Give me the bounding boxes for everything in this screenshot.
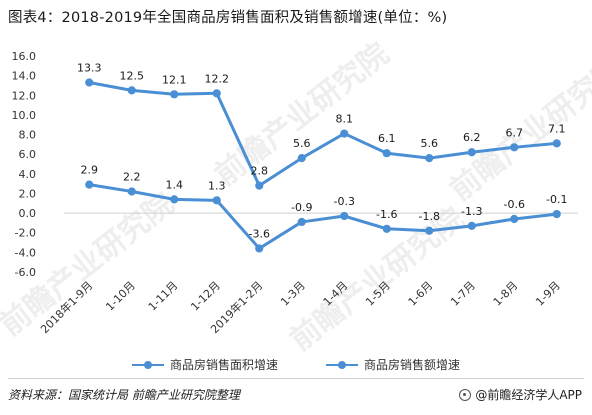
- footer-divider: [8, 378, 584, 379]
- data-label: 2.9: [81, 164, 99, 177]
- brand-logo-icon: [459, 388, 472, 401]
- y-tick-label: 12.0: [12, 89, 37, 102]
- x-tick-label: 1-8月: [491, 279, 521, 309]
- line-chart: 16.0 14.0 12.0 10.0 8.0 6.0 4.0 2.0 0.0 -2.0 -4.0 -…: [12, 50, 578, 336]
- data-point: [425, 154, 434, 163]
- data-point: [510, 214, 519, 224]
- data-label: 1.3: [208, 179, 226, 192]
- data-label: -3.6: [249, 227, 270, 240]
- brand-label: @前瞻经济学人APP: [475, 388, 582, 402]
- data-point: [510, 143, 519, 152]
- legend-item-sales: 商品房销售额增速: [326, 356, 460, 373]
- data-point: [85, 180, 94, 189]
- legend: 商品房销售面积增速 商品房销售额增速: [0, 356, 592, 373]
- data-point: [382, 149, 391, 158]
- data-point: [382, 224, 391, 233]
- brand-credit: @前瞻经济学人APP: [459, 386, 582, 403]
- y-tick-label: -4.0: [15, 246, 36, 259]
- data-label: 12.1: [162, 73, 187, 86]
- data-point: [170, 195, 179, 204]
- data-point: [127, 86, 136, 95]
- data-label: -0.6: [504, 198, 525, 211]
- source-note: 资料来源：国家统计局 前瞻产业研究院整理: [8, 388, 240, 402]
- data-point: [297, 217, 306, 227]
- data-point: [340, 211, 349, 221]
- x-tick-label: 1-6月: [406, 279, 436, 309]
- y-tick-label: 2.0: [19, 187, 37, 200]
- legend-label-area: 商品房销售面积增速: [169, 358, 278, 372]
- data-label: 12.5: [120, 69, 145, 82]
- data-point: [552, 209, 561, 219]
- data-label: -1.6: [376, 208, 397, 221]
- y-tick-label: 4.0: [19, 168, 37, 181]
- legend-swatch-icon: [326, 360, 358, 369]
- data-label: 6.1: [378, 132, 396, 145]
- x-tick-label: 1-5月: [363, 279, 393, 309]
- data-label: 13.3: [77, 62, 102, 75]
- legend-swatch-icon: [131, 360, 164, 369]
- data-point: [425, 226, 434, 235]
- data-label: -0.3: [334, 195, 355, 208]
- x-tick-label: 1-11月: [146, 279, 181, 314]
- data-label: 5.6: [421, 137, 439, 150]
- data-label: 8.1: [336, 113, 354, 126]
- data-label: -1.3: [461, 205, 482, 218]
- data-label: 7.1: [548, 122, 566, 135]
- data-point: [212, 196, 221, 205]
- data-label: 12.2: [205, 72, 230, 85]
- data-point: [255, 244, 264, 253]
- x-tick-label: 1-12月: [188, 279, 223, 314]
- data-label: 1.4: [166, 178, 184, 191]
- x-tick-label: 1-3月: [278, 279, 308, 309]
- data-point: [467, 221, 476, 230]
- chart-title: 图表4：2018-2019年全国商品房销售面积及销售额增速(单位：%): [8, 10, 448, 26]
- y-tick-label: 10.0: [12, 109, 37, 122]
- data-point: [552, 139, 561, 148]
- data-point: [340, 129, 349, 138]
- data-point: [127, 187, 136, 196]
- series-line-1: [88, 81, 557, 188]
- x-tick-label: 1-9月: [533, 279, 563, 309]
- data-label: 2.2: [123, 170, 141, 183]
- x-tick-label: 1-4月: [321, 279, 351, 309]
- x-tick-label: 2018年1-9月: [37, 278, 95, 336]
- x-tick-label: 1-10月: [103, 279, 138, 314]
- data-point: [255, 181, 264, 190]
- y-tick-label: -6.0: [15, 266, 36, 279]
- data-label: -0.1: [546, 193, 567, 206]
- y-tick-label: 16.0: [12, 50, 37, 63]
- legend-label-sales: 商品房销售额增速: [364, 358, 461, 372]
- data-point: [85, 78, 94, 87]
- y-tick-label: 8.0: [19, 129, 37, 142]
- data-point: [467, 148, 476, 157]
- data-label: 6.7: [506, 126, 524, 139]
- data-point: [170, 90, 179, 99]
- data-label: 2.8: [251, 165, 269, 178]
- data-label: -1.8: [419, 210, 440, 223]
- series-line-0: [89, 183, 557, 250]
- data-point: [212, 89, 221, 98]
- y-tick-label: 0.0: [19, 207, 37, 220]
- data-point: [297, 154, 306, 163]
- data-label: -0.9: [291, 201, 312, 214]
- y-tick-label: -2.0: [15, 227, 36, 240]
- y-tick-label: 14.0: [12, 70, 37, 83]
- data-label: 5.6: [293, 137, 311, 150]
- legend-item-area: 商品房销售面积增速: [131, 356, 278, 373]
- y-tick-label: 6.0: [19, 148, 37, 161]
- x-tick-label: 1-7月: [448, 279, 478, 309]
- data-label: 6.2: [463, 131, 481, 144]
